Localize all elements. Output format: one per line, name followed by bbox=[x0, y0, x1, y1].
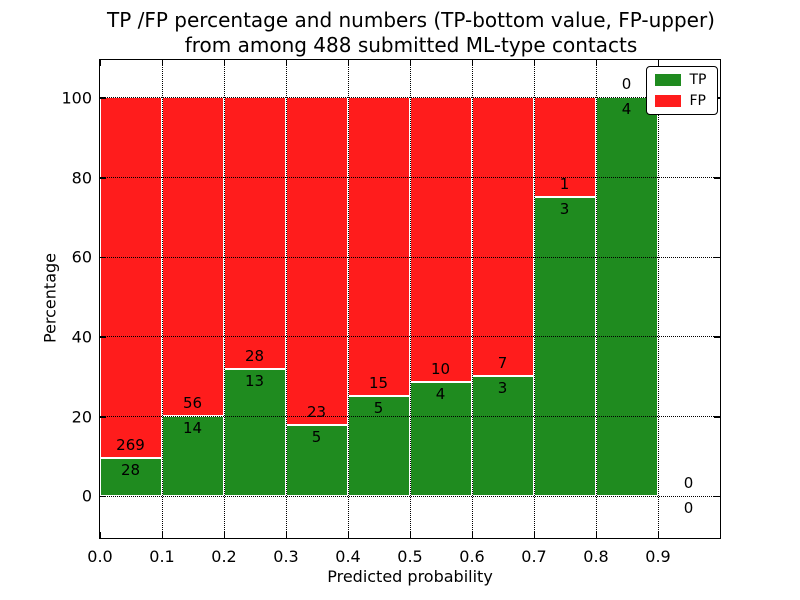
fp-count-label: 56 bbox=[182, 394, 203, 412]
bar-segment-tp bbox=[595, 97, 658, 496]
legend-swatch-tp bbox=[654, 73, 681, 86]
fp-count-label: 10 bbox=[430, 359, 451, 378]
bar-segment-fp bbox=[347, 97, 410, 397]
y-tick-label: 40 bbox=[71, 327, 92, 347]
fp-count-label: 269 bbox=[116, 436, 145, 455]
tp-count-label: 4 bbox=[621, 100, 632, 119]
x-tick-label: 0.9 bbox=[645, 547, 671, 566]
y-tick bbox=[99, 177, 106, 179]
bar-segment-tp bbox=[99, 458, 162, 496]
x-tick-label: 0.2 bbox=[211, 547, 237, 566]
x-tick-top bbox=[99, 59, 101, 66]
bar-segment-fp bbox=[471, 97, 534, 377]
x-tick-label: 0.5 bbox=[397, 547, 423, 566]
legend-label-tp: TP bbox=[689, 71, 707, 88]
fp-count-label: 0 bbox=[683, 473, 694, 492]
y-tick-label: 100 bbox=[61, 88, 92, 108]
y-tick-right bbox=[713, 256, 720, 259]
x-tick-top bbox=[595, 59, 597, 66]
x-tick-top bbox=[471, 59, 473, 66]
legend-entry-tp: TP bbox=[654, 71, 707, 88]
legend-label-fp: FP bbox=[689, 92, 707, 109]
y-gridline bbox=[99, 495, 720, 497]
x-tick bbox=[409, 531, 411, 538]
x-tick bbox=[657, 531, 659, 538]
x-tick-label: 0.8 bbox=[583, 547, 609, 566]
x-tick-label: 0.7 bbox=[521, 547, 547, 566]
fp-count-label: 28 bbox=[244, 347, 265, 366]
x-tick bbox=[161, 531, 163, 538]
tp-count-label: 3 bbox=[559, 199, 570, 218]
x-tick-label: 0.1 bbox=[149, 547, 175, 566]
legend-swatch-fp bbox=[654, 94, 681, 107]
y-tick-right bbox=[713, 177, 720, 179]
y-tick-label: 80 bbox=[71, 168, 92, 187]
x-tick-label: 0.0 bbox=[87, 547, 113, 566]
bar-segment-fp bbox=[161, 97, 224, 416]
bar-segment-tp bbox=[409, 381, 472, 496]
tp-count-label: 0 bbox=[683, 498, 694, 517]
y-tick-right bbox=[713, 336, 720, 338]
x-tick-top bbox=[223, 59, 225, 66]
bar-segment-fp bbox=[99, 97, 162, 459]
x-gridline bbox=[657, 59, 659, 538]
x-tick bbox=[347, 531, 349, 538]
fp-count-label: 1 bbox=[559, 174, 570, 193]
x-tick-label: 0.3 bbox=[273, 547, 299, 566]
y-tick-label: 60 bbox=[71, 247, 92, 267]
y-tick-right bbox=[713, 495, 720, 498]
y-tick bbox=[99, 495, 106, 498]
x-axis-label: Predicted probability bbox=[327, 567, 493, 586]
chart-title-line2: from among 488 submitted ML-type contact… bbox=[184, 33, 638, 57]
x-tick-top bbox=[409, 59, 411, 66]
chart-title: TP /FP percentage and numbers (TP-bottom… bbox=[100, 8, 722, 58]
tp-count-label: 3 bbox=[497, 379, 508, 398]
x-tick-top bbox=[161, 59, 163, 66]
fp-count-label: 23 bbox=[306, 402, 327, 421]
plot-area: 269 28 56 14 28 13 23 5 15 5 10 4 7 3 1 3 0 4 0 0 TP FP bbox=[98, 58, 721, 539]
tp-count-label: 5 bbox=[373, 399, 384, 418]
bar-segment-fp bbox=[285, 97, 348, 425]
bar-segment-fp bbox=[409, 97, 472, 382]
x-tick bbox=[595, 531, 597, 538]
y-tick-label: 20 bbox=[71, 407, 92, 426]
y-tick bbox=[99, 256, 106, 259]
x-tick-top bbox=[285, 59, 287, 66]
x-tick-top bbox=[657, 59, 659, 66]
x-tick-top bbox=[347, 59, 349, 66]
bar-segment-tp bbox=[161, 416, 224, 496]
x-tick bbox=[223, 531, 225, 538]
legend: TP FP bbox=[645, 65, 718, 115]
bar-segment-tp bbox=[285, 424, 348, 496]
tp-count-label: 14 bbox=[182, 419, 203, 437]
bar-segment-tp bbox=[533, 196, 596, 496]
x-tick-top bbox=[533, 59, 535, 66]
fp-count-label: 7 bbox=[497, 354, 508, 373]
x-tick bbox=[533, 531, 535, 538]
tp-count-label: 4 bbox=[435, 384, 446, 403]
legend-entry-fp: FP bbox=[654, 92, 707, 109]
x-tick bbox=[471, 531, 473, 538]
fp-count-label: 0 bbox=[621, 75, 632, 94]
y-tick bbox=[99, 97, 106, 99]
y-tick bbox=[99, 416, 106, 418]
chart-title-line1: TP /FP percentage and numbers (TP-bottom… bbox=[107, 8, 715, 32]
tp-count-label: 13 bbox=[244, 372, 265, 391]
tp-count-label: 28 bbox=[120, 461, 141, 480]
bar-segment-fp bbox=[223, 97, 286, 370]
y-tick-label: 0 bbox=[81, 486, 92, 506]
x-tick-label: 0.6 bbox=[459, 547, 485, 566]
y-tick bbox=[99, 336, 106, 338]
x-tick bbox=[99, 531, 101, 538]
tp-count-label: 5 bbox=[311, 427, 322, 446]
fp-count-label: 15 bbox=[368, 374, 389, 393]
y-tick-right bbox=[713, 416, 720, 418]
x-tick bbox=[285, 531, 287, 538]
x-tick-label: 0.4 bbox=[335, 547, 361, 566]
